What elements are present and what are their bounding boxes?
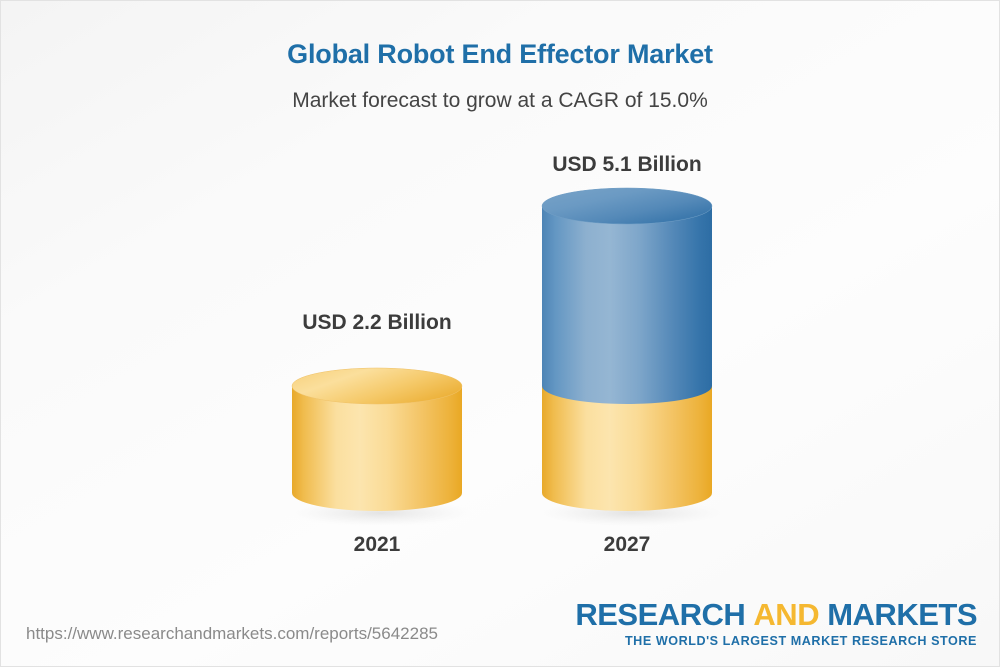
chart-plot-area: USD 2.2 Billion — [1, 1, 999, 601]
bar-group-2021: USD 2.2 Billion — [277, 311, 477, 561]
bar-category-label-2027: 2027 — [603, 533, 651, 556]
bar-group-2027: USD 5.1 Billion — [527, 153, 727, 561]
brand-wordmark: RESEARCH AND MARKETS — [575, 599, 977, 630]
cylinder-bar-2027 — [539, 187, 723, 526]
brand-word-research: RESEARCH — [575, 597, 746, 633]
cylinder-bar-2021 — [289, 367, 473, 526]
brand-word-markets: MARKETS — [827, 597, 977, 633]
chart-subtitle: Market forecast to grow at a CAGR of 15.… — [292, 89, 708, 112]
bar-category-label-2021: 2021 — [353, 533, 401, 556]
brand-tagline: THE WORLD'S LARGEST MARKET RESEARCH STOR… — [624, 634, 977, 649]
bar-value-label-2021: USD 2.2 Billion — [302, 311, 452, 334]
brand-logo[interactable]: RESEARCH AND MARKETS THE WORLD'S LARGEST… — [575, 599, 977, 648]
page-title: Global Robot End Effector Market — [287, 39, 713, 69]
bar-value-label-2027: USD 5.1 Billion — [552, 153, 702, 176]
report-url-link[interactable]: https://www.researchandmarkets.com/repor… — [26, 624, 438, 643]
brand-word-and: AND — [753, 597, 820, 633]
